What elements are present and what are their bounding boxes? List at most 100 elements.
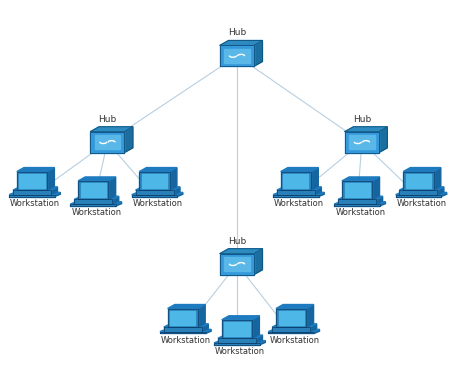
Polygon shape [373,177,380,200]
Polygon shape [252,316,259,338]
Polygon shape [315,187,321,195]
Polygon shape [334,204,380,206]
Polygon shape [109,177,116,200]
Polygon shape [403,172,434,190]
Polygon shape [338,196,383,200]
Polygon shape [276,305,314,308]
Polygon shape [438,187,444,195]
Polygon shape [95,135,120,149]
Polygon shape [136,187,180,190]
Polygon shape [164,324,208,327]
Polygon shape [272,327,310,332]
Polygon shape [400,190,438,195]
Text: Workstation: Workstation [10,199,60,208]
Text: Workstation: Workstation [72,208,121,217]
Text: Hub: Hub [353,115,371,124]
Polygon shape [220,40,263,45]
Polygon shape [164,327,202,332]
Polygon shape [434,167,441,190]
Polygon shape [132,192,183,195]
Polygon shape [268,329,319,332]
Polygon shape [168,308,198,327]
Polygon shape [403,167,441,172]
Polygon shape [319,192,324,197]
Polygon shape [173,187,180,195]
Polygon shape [306,305,314,327]
Polygon shape [81,183,106,197]
Text: Workstation: Workstation [133,199,183,208]
Polygon shape [224,49,250,63]
Polygon shape [277,190,315,195]
Polygon shape [91,132,124,153]
Polygon shape [345,132,379,153]
Polygon shape [396,195,441,197]
Polygon shape [279,311,304,325]
Polygon shape [168,305,205,308]
Polygon shape [345,127,387,132]
Polygon shape [9,195,55,197]
Polygon shape [380,202,385,206]
Polygon shape [338,200,376,204]
Polygon shape [55,192,60,197]
Polygon shape [311,167,318,190]
Polygon shape [17,167,55,172]
Polygon shape [342,181,373,200]
Polygon shape [277,187,321,190]
Text: Workstation: Workstation [274,199,324,208]
Polygon shape [218,335,263,338]
Polygon shape [396,192,447,195]
Polygon shape [256,335,263,343]
Polygon shape [218,338,256,343]
Polygon shape [91,127,133,132]
Polygon shape [13,187,57,190]
Polygon shape [276,308,306,327]
Polygon shape [78,177,116,181]
Polygon shape [406,174,431,188]
Text: Hub: Hub [228,28,246,37]
Polygon shape [198,305,205,327]
Polygon shape [342,177,380,181]
Polygon shape [400,187,444,190]
Polygon shape [220,254,254,274]
Polygon shape [273,192,324,195]
Polygon shape [170,167,177,190]
Polygon shape [139,172,170,190]
Polygon shape [349,135,374,149]
Polygon shape [379,127,387,153]
Polygon shape [116,202,122,206]
Text: Workstation: Workstation [215,347,265,356]
Polygon shape [206,329,211,333]
Polygon shape [334,202,385,204]
Polygon shape [13,190,51,195]
Polygon shape [281,172,311,190]
Polygon shape [224,257,250,271]
Polygon shape [283,174,309,188]
Polygon shape [310,324,317,332]
Polygon shape [376,196,383,204]
Polygon shape [124,127,133,153]
Polygon shape [160,329,211,332]
Polygon shape [47,167,55,190]
Polygon shape [441,192,447,197]
Polygon shape [132,195,177,197]
Polygon shape [170,311,195,325]
Polygon shape [160,332,206,333]
Polygon shape [17,172,47,190]
Polygon shape [9,192,60,195]
Polygon shape [272,324,317,327]
Polygon shape [74,200,112,204]
Polygon shape [51,187,57,195]
Polygon shape [112,196,119,204]
Text: Workstation: Workstation [397,199,447,208]
Polygon shape [345,183,370,197]
Polygon shape [222,316,259,320]
Polygon shape [136,190,173,195]
Polygon shape [254,40,263,66]
Text: Workstation: Workstation [335,208,385,217]
Text: Hub: Hub [228,237,246,246]
Polygon shape [268,332,314,333]
Text: Workstation: Workstation [269,336,319,345]
Polygon shape [222,320,252,338]
Polygon shape [214,341,265,343]
Polygon shape [225,322,249,336]
